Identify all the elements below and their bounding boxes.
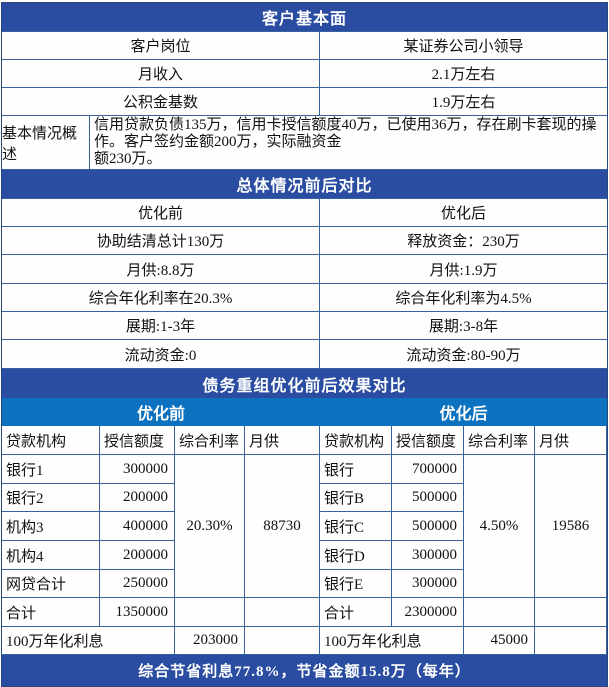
before-lender-cell: 银行1 <box>2 455 100 484</box>
overall-after-value: 综合年化利率为4.5% <box>320 284 607 312</box>
after-credit-cell: 500000 <box>392 512 464 541</box>
after-lender-cell: 银行E <box>320 570 392 598</box>
overall-col-after: 优化后 <box>320 199 607 227</box>
col-header-monthly: 月供 <box>535 426 607 455</box>
after-rate-cell: 4.50% <box>464 455 535 598</box>
client-overview-row: 基本情况概述 信用贷款负债135万，信用卡授信额度40万，已使用36万，存在刷卡… <box>2 116 607 170</box>
after-lender-cell: 银行B <box>320 484 392 512</box>
after-monthly-cell: 19586 <box>535 455 607 598</box>
col-header-lender: 贷款机构 <box>2 426 100 455</box>
after-total-label: 合计 <box>320 598 392 627</box>
client-row-value: 1.9万左右 <box>320 88 607 116</box>
overall-row-liquidity: 流动资金:0 流动资金:80-90万 <box>2 340 607 369</box>
col-header-credit: 授信额度 <box>392 426 464 455</box>
before-interest-label: 100万年化利息 <box>2 627 175 655</box>
client-row-label: 月收入 <box>2 60 320 88</box>
client-row-income: 月收入 2.1万左右 <box>2 60 607 88</box>
section-title-debt-comparison: 债务重组优化前后效果对比 <box>2 369 607 398</box>
after-lender-cell: 银行D <box>320 541 392 570</box>
overall-row-term: 展期:1-3年 展期:3-8年 <box>2 312 607 340</box>
empty-cell <box>464 598 535 627</box>
overall-before-value: 展期:1-3年 <box>2 312 320 340</box>
col-header-credit: 授信额度 <box>100 426 175 455</box>
savings-summary-footer: 综合节省利息77.8%，节省金额15.8万（每年） <box>2 655 607 686</box>
debt-after-label: 优化后 <box>439 406 488 423</box>
section-title-client-profile: 客户基本面 <box>2 3 607 32</box>
before-lender-cell: 银行2 <box>2 484 100 512</box>
col-header-lender: 贷款机构 <box>320 426 392 455</box>
client-row-label: 客户岗位 <box>2 32 320 60</box>
client-row-value: 2.1万左右 <box>320 60 607 88</box>
col-header-rate: 综合利率 <box>175 426 245 455</box>
after-credit-cell: 700000 <box>392 455 464 484</box>
debt-before-label: 优化前 <box>136 406 185 423</box>
overall-after-value: 月供:1.9万 <box>320 255 607 284</box>
overall-after-value: 流动资金:80-90万 <box>320 340 607 369</box>
col-header-rate: 综合利率 <box>464 426 535 455</box>
after-credit-cell: 300000 <box>392 541 464 570</box>
before-total-value: 1350000 <box>100 598 175 627</box>
overall-before-value: 月供:8.8万 <box>2 255 320 284</box>
after-credit-cell: 500000 <box>392 484 464 512</box>
before-credit-cell: 250000 <box>100 570 175 598</box>
col-header-monthly: 月供 <box>245 426 320 455</box>
before-total-label: 合计 <box>2 598 100 627</box>
after-interest-value: 45000 <box>464 627 535 655</box>
client-row-housing-fund: 公积金基数 1.9万左右 <box>2 88 607 116</box>
overall-before-value: 综合年化利率在20.3% <box>2 284 320 312</box>
empty-cell <box>535 627 607 655</box>
before-interest-value: 203000 <box>175 627 245 655</box>
before-monthly-cell: 88730 <box>245 455 320 598</box>
before-credit-cell: 200000 <box>100 484 175 512</box>
debt-detail-table: 贷款机构 授信额度 综合利率 月供 贷款机构 授信额度 综合利率 月供 20.3… <box>2 426 607 655</box>
overall-before-value: 协助结清总计130万 <box>2 227 320 255</box>
before-lender-cell: 网贷合计 <box>2 570 100 598</box>
after-lender-cell: 银行C <box>320 512 392 541</box>
after-credit-cell: 300000 <box>392 570 464 598</box>
overall-row-annual-rate: 综合年化利率在20.3% 综合年化利率为4.5% <box>2 284 607 312</box>
overview-text: 信用贷款负债135万，信用卡授信额度40万，已使用36万，存在刷卡套现的操 作。… <box>90 116 607 170</box>
before-lender-cell: 机构4 <box>2 541 100 570</box>
empty-cell <box>175 598 245 627</box>
empty-cell <box>245 627 320 655</box>
overview-label: 基本情况概述 <box>2 116 90 170</box>
overall-before-value: 流动资金:0 <box>2 340 320 369</box>
overall-after-value: 释放资金：230万 <box>320 227 607 255</box>
overall-row-monthly-payment: 月供:8.8万 月供:1.9万 <box>2 255 607 284</box>
before-credit-cell: 400000 <box>100 512 175 541</box>
client-row-label: 公积金基数 <box>2 88 320 116</box>
client-row-position: 客户岗位 某证券公司小领导 <box>2 32 607 60</box>
overall-col-before: 优化前 <box>2 199 320 227</box>
empty-cell <box>245 598 320 627</box>
empty-cell <box>535 598 607 627</box>
before-credit-cell: 300000 <box>100 455 175 484</box>
overall-row-settlement: 协助结清总计130万 释放资金：230万 <box>2 227 607 255</box>
after-lender-cell: 银行 <box>320 455 392 484</box>
after-interest-label: 100万年化利息 <box>320 627 464 655</box>
section-title-overall-comparison: 总体情况前后对比 <box>2 170 607 199</box>
before-rate-cell: 20.30% <box>175 455 245 598</box>
debt-before-after-header: 优化前 优化后 <box>2 398 607 426</box>
before-lender-cell: 机构3 <box>2 512 100 541</box>
overall-header-row: 优化前 优化后 <box>2 199 607 227</box>
overall-after-value: 展期:3-8年 <box>320 312 607 340</box>
before-credit-cell: 200000 <box>100 541 175 570</box>
after-total-value: 2300000 <box>392 598 464 627</box>
client-row-value: 某证券公司小领导 <box>320 32 607 60</box>
